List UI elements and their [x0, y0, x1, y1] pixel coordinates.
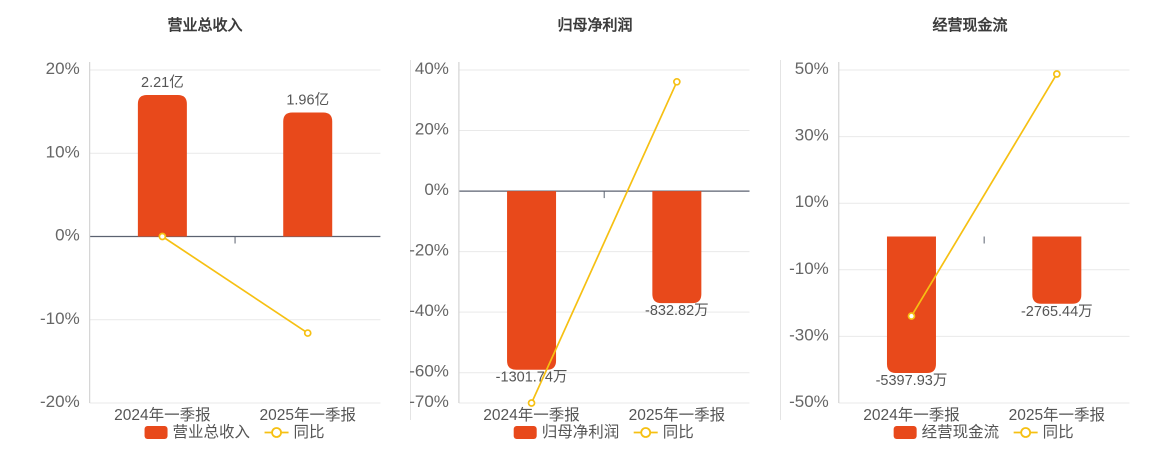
svg-text:1.96亿: 1.96亿 — [286, 91, 329, 108]
svg-text:-20%: -20% — [40, 392, 80, 411]
svg-text:-40%: -40% — [410, 301, 449, 320]
svg-text:2024年一季报: 2024年一季报 — [483, 406, 579, 424]
svg-text:-832.82万: -832.82万 — [645, 303, 709, 319]
svg-text:归母净利润: 归母净利润 — [542, 423, 620, 441]
svg-text:2024年一季报: 2024年一季报 — [114, 406, 210, 424]
svg-text:同比: 同比 — [294, 423, 325, 441]
svg-text:-50%: -50% — [789, 392, 829, 411]
svg-text:20%: 20% — [415, 120, 449, 139]
svg-text:2.21亿: 2.21亿 — [141, 74, 184, 91]
svg-text:-2765.44万: -2765.44万 — [1021, 304, 1093, 320]
svg-text:2025年一季报: 2025年一季报 — [259, 406, 355, 424]
svg-text:20%: 20% — [46, 59, 80, 78]
svg-text:-30%: -30% — [789, 325, 829, 344]
svg-text:2024年一季报: 2024年一季报 — [863, 406, 959, 424]
svg-text:-60%: -60% — [410, 362, 449, 381]
svg-text:-20%: -20% — [410, 241, 449, 260]
svg-text:30%: 30% — [795, 126, 829, 145]
svg-text:2025年一季报: 2025年一季报 — [629, 406, 725, 424]
svg-text:0%: 0% — [55, 226, 80, 245]
svg-text:40%: 40% — [415, 59, 449, 78]
svg-text:同比: 同比 — [1043, 423, 1074, 441]
svg-text:10%: 10% — [795, 192, 829, 211]
svg-text:同比: 同比 — [663, 423, 694, 441]
svg-text:-5397.93万: -5397.93万 — [876, 373, 948, 389]
svg-text:营业总收入: 营业总收入 — [173, 423, 251, 441]
svg-text:2025年一季报: 2025年一季报 — [1009, 406, 1105, 424]
svg-text:经营现金流: 经营现金流 — [922, 423, 1000, 441]
svg-text:50%: 50% — [795, 59, 829, 78]
svg-text:-10%: -10% — [789, 259, 829, 278]
svg-text:0%: 0% — [424, 180, 449, 199]
svg-text:-10%: -10% — [40, 309, 80, 328]
svg-text:-70%: -70% — [410, 392, 449, 411]
svg-text:10%: 10% — [46, 142, 80, 161]
svg-text:-1301.74万: -1301.74万 — [496, 370, 568, 386]
